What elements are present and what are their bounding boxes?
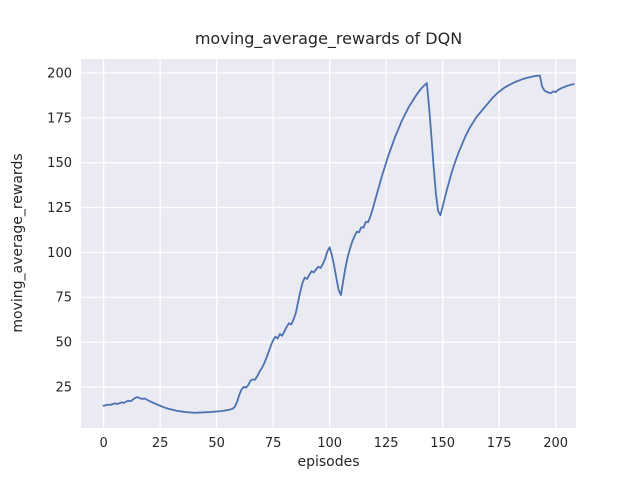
y-axis-label: moving_average_rewards bbox=[10, 153, 26, 332]
y-tick-label: 75 bbox=[55, 291, 72, 306]
x-tick-label: 150 bbox=[430, 436, 455, 451]
y-tick-label: 50 bbox=[55, 336, 72, 351]
y-tick-labels: 25 50 75 100 125 150 175 200 bbox=[47, 66, 72, 395]
x-tick-label: 100 bbox=[317, 436, 342, 451]
reward-series-line bbox=[102, 74, 575, 414]
chart-title: moving_average_rewards of DQN bbox=[195, 29, 462, 49]
y-tick-label: 175 bbox=[47, 111, 72, 126]
x-tick-label: 0 bbox=[99, 436, 107, 451]
y-tick-label: 150 bbox=[47, 156, 72, 171]
x-tick-label: 75 bbox=[265, 436, 282, 451]
x-tick-labels: 0 25 50 75 100 125 150 175 200 bbox=[99, 436, 568, 451]
x-tick-label: 25 bbox=[152, 436, 169, 451]
y-tick-label: 25 bbox=[55, 380, 72, 395]
plot-area bbox=[81, 59, 576, 428]
x-tick-label: 125 bbox=[374, 436, 399, 451]
y-tick-label: 200 bbox=[47, 66, 72, 81]
x-tick-label: 50 bbox=[208, 436, 225, 451]
x-tick-label: 200 bbox=[543, 436, 568, 451]
grid-lines bbox=[81, 59, 576, 428]
x-tick-label: 175 bbox=[487, 436, 512, 451]
x-axis-label: episodes bbox=[297, 454, 359, 470]
y-tick-label: 100 bbox=[47, 246, 72, 261]
y-tick-label: 125 bbox=[47, 201, 72, 216]
